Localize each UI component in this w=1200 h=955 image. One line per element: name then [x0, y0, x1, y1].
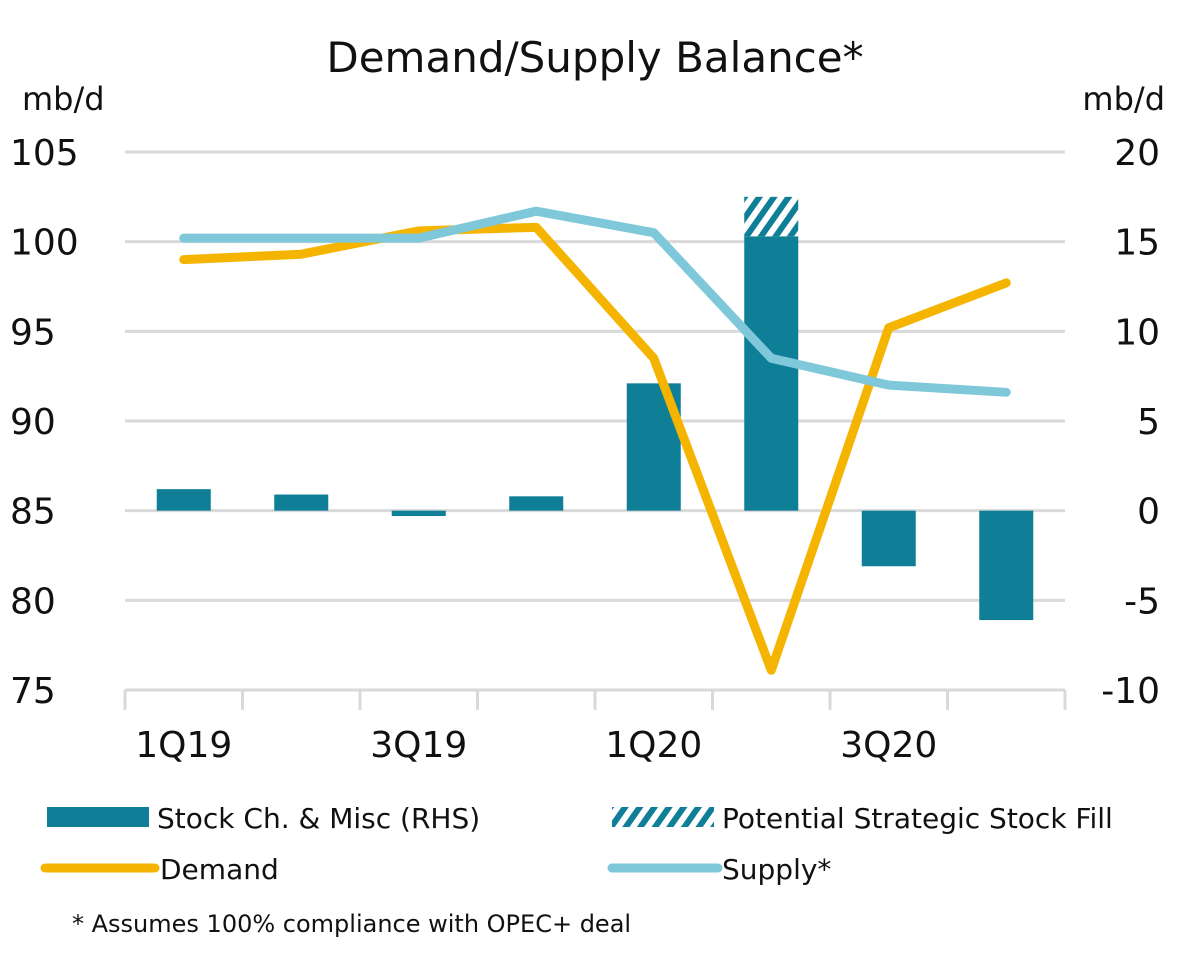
- left-axis-tick-label: 100: [10, 223, 79, 264]
- bar-stock-change: [861, 510, 916, 567]
- right-axis-tick-label: 10: [1114, 312, 1160, 353]
- bar-stock-change: [274, 494, 329, 511]
- x-axis-tick-label: 1Q20: [605, 725, 702, 766]
- legend-swatch-strategic: [612, 807, 714, 827]
- legend-label-strategic: Potential Strategic Stock Fill: [722, 802, 1113, 835]
- bar-stock-change: [979, 510, 1034, 621]
- legend-swatch-stock: [47, 807, 149, 827]
- right-axis-tick-label: 20: [1114, 133, 1160, 174]
- bar-stock-change: [744, 236, 799, 511]
- right-axis-unit: mb/d: [1082, 80, 1165, 118]
- bar-stock-change: [156, 489, 211, 511]
- right-axis-tick-label: 0: [1137, 492, 1160, 533]
- chart-title: Demand/Supply Balance*: [326, 33, 863, 82]
- legend-label-supply: Supply*: [722, 853, 831, 886]
- x-axis-tick-label: 3Q20: [840, 725, 937, 766]
- x-axis-tick-label: 3Q19: [370, 725, 467, 766]
- bar-stock-change: [391, 510, 446, 517]
- left-axis-tick-label: 105: [10, 133, 79, 174]
- left-axis-tick-label: 90: [10, 402, 56, 443]
- right-axis-tick-label: 5: [1137, 402, 1160, 443]
- left-axis-tick-label: 95: [10, 312, 56, 353]
- bar-strategic-fill: [744, 196, 799, 237]
- footnote: * Assumes 100% compliance with OPEC+ dea…: [72, 910, 631, 938]
- legend-label-demand: Demand: [160, 853, 279, 886]
- bar-stock-change: [509, 496, 564, 511]
- x-axis-tick-label: 1Q19: [135, 725, 232, 766]
- legend-label-stock: Stock Ch. & Misc (RHS): [157, 802, 480, 835]
- left-axis-tick-label: 75: [10, 671, 56, 712]
- line-demand: [179, 222, 1011, 675]
- left-axis-unit: mb/d: [22, 80, 105, 118]
- right-axis-tick-label: -5: [1124, 581, 1160, 622]
- right-axis-tick-label: 15: [1114, 223, 1160, 264]
- left-axis-tick-label: 85: [10, 492, 56, 533]
- line-supply: [179, 206, 1011, 397]
- left-axis-tick-label: 80: [10, 581, 56, 622]
- right-axis-tick-label: -10: [1101, 671, 1160, 712]
